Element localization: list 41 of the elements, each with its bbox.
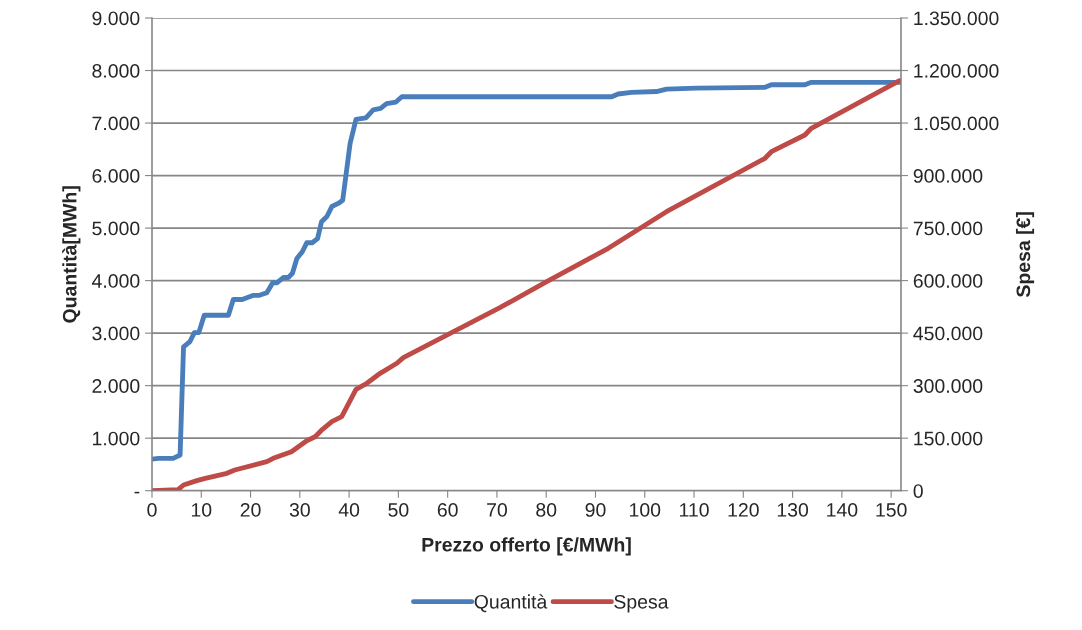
y2-tick-label: 450.000 [913,326,983,341]
y-tick-label: 9.000 [92,11,140,26]
y2-tick-label: 1.200.000 [914,63,999,78]
y2-tick-label: 750.000 [913,221,983,236]
y2-tick-label: 300.000 [913,379,983,393]
y-tick-label: 5.000 [92,221,140,236]
y-tick-label: 4.000 [91,274,140,288]
x-tick-label: 130 [777,503,809,517]
y2-tick-label: 900.000 [913,169,983,183]
x-tick-label: 30 [289,503,310,517]
y2-tick-label: 1.350.000 [914,11,999,26]
legend-label: Quantità [474,594,548,613]
x-tick-label: 0 [147,503,157,517]
x-tick-label: 100 [630,503,661,517]
y2-tick-label: 150.000 [914,431,983,446]
y2-tick-label: 1.050.000 [914,116,999,131]
y2-axis-title: Spesa [€] [1015,212,1035,298]
x-tick-label: 120 [728,503,759,517]
x-tick-label: 60 [437,503,458,517]
x-axis-title: Prezzo offerto [€/MWh] [422,537,631,556]
y-tick-label: 7.000 [92,116,140,131]
x-tick-label: 80 [536,503,557,517]
y-tick-label: - [134,491,140,494]
y-tick-label: 8.000 [92,63,140,78]
y-axis-title: Quantità[MWh] [62,186,81,323]
x-tick-label: 10 [191,503,212,517]
x-tick-label: 150 [876,503,907,517]
y-tick-label: 1.000 [93,431,140,446]
y-tick-label: 6.000 [92,169,140,183]
x-tick-label: 20 [240,503,261,517]
x-tick-label: 110 [680,503,709,517]
y-tick-label: 3.000 [92,326,140,341]
y2-tick-label: 0 [913,484,923,498]
x-tick-label: 90 [585,503,606,517]
legend-label: Spesa [614,594,669,613]
y2-tick-label: 600.000 [913,274,983,288]
x-tick-label: 70 [487,503,507,517]
y-tick-label: 2.000 [92,379,140,393]
x-tick-label: 140 [827,503,858,517]
x-tick-label: 40 [338,503,360,517]
x-tick-label: 50 [388,503,409,517]
